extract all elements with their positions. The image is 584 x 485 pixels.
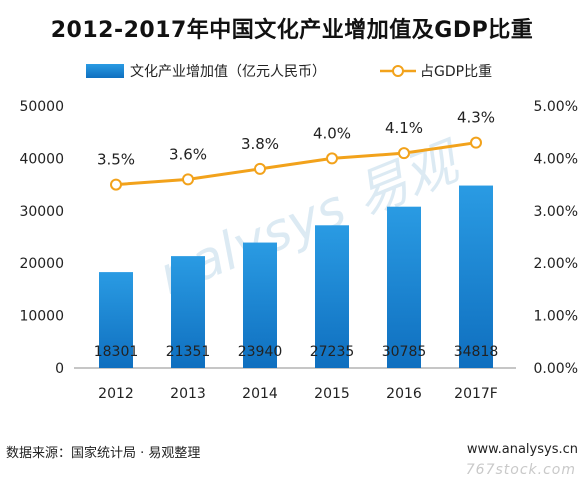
bar <box>171 256 205 368</box>
line-point <box>182 173 194 186</box>
y-left-tick-label: 0 <box>55 361 64 377</box>
y-right-tick-label: 4.00% <box>534 151 578 167</box>
y-left-tick-label: 30000 <box>19 204 64 220</box>
line-value-label: 4.3% <box>457 109 495 127</box>
x-tick-label: 2014 <box>242 386 278 402</box>
line-point <box>110 178 122 191</box>
x-tick-label: 2016 <box>386 386 422 402</box>
bar-value-label: 30785 <box>382 344 427 360</box>
x-tick-label: 2017F <box>454 386 498 402</box>
line-point <box>254 162 266 175</box>
y-right-tick-label: 3.00% <box>534 204 578 220</box>
legend-bar-label: 文化产业增加值（亿元人民币） <box>130 64 326 80</box>
series-line <box>115 141 477 187</box>
legend-line-label: 占GDP比重 <box>420 64 492 80</box>
line-point <box>398 147 410 160</box>
line-point <box>326 152 338 165</box>
bar-value-label: 23940 <box>238 344 283 360</box>
watermark-url: 767stock.com <box>465 462 576 478</box>
bar-value-label: 27235 <box>310 344 355 360</box>
legend-line-marker <box>392 65 404 77</box>
source-note: 数据来源：国家统计局 · 易观整理 <box>6 446 201 461</box>
line-value-label: 3.6% <box>169 145 207 163</box>
line-value-label: 4.1% <box>385 119 423 137</box>
y-right-tick-label: 5.00% <box>534 99 578 115</box>
legend-bar-swatch <box>86 64 124 78</box>
bar <box>315 225 349 368</box>
legend: 文化产业增加值（亿元人民币） 占GDP比重 <box>86 64 492 80</box>
bar <box>243 242 277 368</box>
bar <box>459 185 493 368</box>
y-left-tick-label: 10000 <box>19 309 64 325</box>
y-left-tick-label: 20000 <box>19 256 64 272</box>
x-tick-label: 2012 <box>98 386 134 402</box>
x-tick-label: 2015 <box>314 386 350 402</box>
chart-title: 2012-2017年中国文化产业增加值及GDP比重 <box>50 18 534 43</box>
y-right-tick-label: 0.00% <box>534 361 578 377</box>
bar-value-label: 21351 <box>166 344 211 360</box>
bar <box>387 206 421 368</box>
line-point <box>470 136 482 149</box>
bar-value-label: 18301 <box>94 344 139 360</box>
chart-area: 文化产业增加值（亿元人民币） 占GDP比重 nalysys 易观 0100002… <box>19 64 578 402</box>
y-right-tick-label: 2.00% <box>534 256 578 272</box>
line-value-label: 3.8% <box>241 135 279 153</box>
x-tick-label: 2013 <box>170 386 206 402</box>
y-left-tick-label: 40000 <box>19 151 64 167</box>
y-left-tick-label: 50000 <box>19 99 64 115</box>
bar <box>99 272 133 368</box>
site-url: www.analysys.cn <box>466 442 578 457</box>
line-value-label: 4.0% <box>313 124 351 142</box>
bar-value-label: 34818 <box>454 344 499 360</box>
y-right-tick-label: 1.00% <box>534 309 578 325</box>
line-value-label: 3.5% <box>97 151 135 169</box>
